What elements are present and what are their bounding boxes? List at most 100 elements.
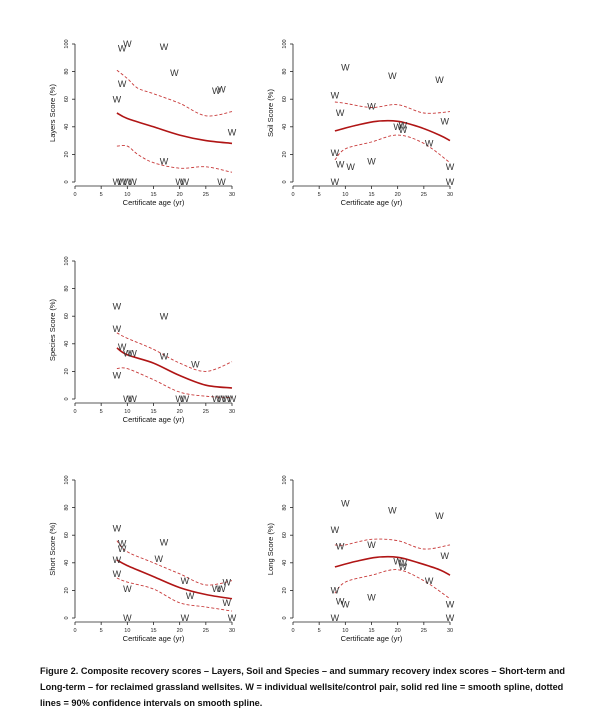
- x-tick-label: 5: [318, 628, 321, 634]
- y-tick-label: 0: [64, 397, 70, 400]
- data-point-w: W: [331, 525, 340, 535]
- x-tick-label: 30: [229, 409, 235, 415]
- y-tick-label: 80: [282, 505, 288, 511]
- data-point-w: W: [367, 101, 376, 111]
- x-tick-label: 5: [318, 192, 321, 198]
- smooth-spline-line: [116, 559, 233, 600]
- y-tick-label: 0: [64, 180, 70, 183]
- smooth-spline-line: [334, 119, 451, 142]
- data-point-w: W: [212, 394, 221, 404]
- y-tick-label: 20: [64, 368, 70, 374]
- data-point-w: W: [217, 177, 226, 187]
- x-axis-title: Certificate age (yr): [341, 634, 403, 643]
- data-point-w: W: [331, 90, 340, 100]
- x-tick-label: 10: [124, 409, 130, 415]
- data-point-w: W: [118, 177, 127, 187]
- data-point-w: W: [336, 541, 345, 551]
- ci-lower-line: [116, 367, 233, 399]
- y-tick-label: 100: [64, 39, 70, 48]
- data-point-w: W: [435, 511, 444, 521]
- x-axis-title: Certificate age (yr): [123, 415, 185, 424]
- panel-species-score: 0 20 40 60 80 100 0 5 10 15 20 25 30 Certificate age …: [48, 256, 237, 424]
- data-point-w: W: [331, 148, 340, 158]
- data-point-w: W: [191, 360, 200, 370]
- x-tick-label: 20: [177, 409, 183, 415]
- data-point-w: W: [441, 116, 450, 126]
- x-tick-label: 5: [100, 628, 103, 634]
- x-axis-title: Certificate age (yr): [123, 634, 185, 643]
- ci-upper-line: [116, 69, 233, 117]
- data-point-w: W: [336, 597, 345, 607]
- data-point-w: W: [123, 394, 132, 404]
- y-tick-label: 80: [64, 69, 70, 75]
- y-tick-label: 20: [282, 587, 288, 593]
- data-point-w: W: [393, 122, 402, 132]
- data-point-w: W: [181, 613, 190, 623]
- data-point-w: W: [113, 524, 122, 534]
- y-tick-label: 40: [64, 124, 70, 130]
- x-tick-label: 15: [368, 628, 374, 634]
- data-point-w: W: [118, 79, 127, 89]
- y-tick-label: 100: [64, 256, 70, 265]
- data-point-w: W: [399, 125, 408, 135]
- data-point-w: W: [228, 394, 237, 404]
- data-point-w: W: [341, 63, 350, 73]
- data-point-w: W: [223, 598, 232, 608]
- figure-caption: Figure 2. Composite recovery scores – La…: [40, 666, 565, 708]
- data-point-w: W: [123, 584, 132, 594]
- y-axis-title: Soil Score (%): [266, 89, 275, 137]
- x-tick-label: 0: [291, 628, 294, 634]
- x-axis-title: Certificate age (yr): [123, 198, 185, 207]
- y-tick-label: 0: [64, 616, 70, 619]
- panel-long-score: 0 20 40 60 80 100 0 5 10 15 20 25 30 Certificate age …: [266, 475, 455, 643]
- y-axis-title: Long Score (%): [266, 522, 275, 575]
- y-tick-label: 40: [282, 560, 288, 566]
- data-point-w: W: [113, 177, 122, 187]
- data-point-w: W: [160, 311, 169, 321]
- panel-short-score: 0 20 40 60 80 100 0 5 10 15 20 25 30 Certificate age …: [48, 475, 237, 643]
- y-tick-label: 100: [282, 475, 288, 484]
- data-point-w: W: [113, 555, 122, 565]
- data-point-w: W: [399, 558, 408, 568]
- data-point-w: W: [331, 177, 340, 187]
- panel-soil-score: 0 20 40 60 80 100 0 5 10 15 20 25 30 Certificate age …: [266, 39, 455, 207]
- data-point-w: W: [181, 394, 190, 404]
- y-axis-title: Layers Score (%): [48, 84, 57, 142]
- x-tick-label: 25: [421, 192, 427, 198]
- data-point-w: W: [113, 302, 122, 312]
- x-tick-label: 20: [395, 192, 401, 198]
- x-tick-label: 20: [177, 628, 183, 634]
- data-point-w: W: [181, 177, 190, 187]
- data-point-w: W: [217, 584, 226, 594]
- data-point-w: W: [346, 162, 355, 172]
- data-point-w: W: [113, 569, 122, 579]
- y-tick-label: 20: [64, 151, 70, 157]
- y-tick-label: 80: [64, 286, 70, 292]
- data-point-w: W: [113, 324, 122, 334]
- data-point-w: W: [175, 394, 184, 404]
- y-tick-label: 80: [282, 69, 288, 75]
- y-axis-title: Species Score (%): [48, 298, 57, 361]
- data-point-w: W: [217, 394, 226, 404]
- ci-upper-line: [334, 538, 451, 550]
- y-tick-label: 60: [64, 313, 70, 319]
- ci-upper-line: [116, 332, 233, 372]
- x-tick-label: 0: [73, 192, 76, 198]
- x-tick-label: 30: [447, 628, 453, 634]
- data-point-w: W: [388, 71, 397, 81]
- data-point-w: W: [212, 86, 221, 96]
- x-tick-label: 0: [73, 628, 76, 634]
- data-point-w: W: [399, 562, 408, 572]
- data-point-w: W: [113, 94, 122, 104]
- data-point-w: W: [217, 85, 226, 95]
- data-point-w: W: [399, 121, 408, 131]
- ci-lower-line: [334, 569, 451, 600]
- data-point-w: W: [441, 551, 450, 561]
- data-point-w: W: [367, 540, 376, 550]
- y-tick-label: 60: [282, 532, 288, 538]
- ci-lower-line: [116, 145, 233, 173]
- ci-upper-line: [334, 101, 451, 114]
- x-tick-label: 30: [229, 628, 235, 634]
- data-point-w: W: [123, 39, 132, 49]
